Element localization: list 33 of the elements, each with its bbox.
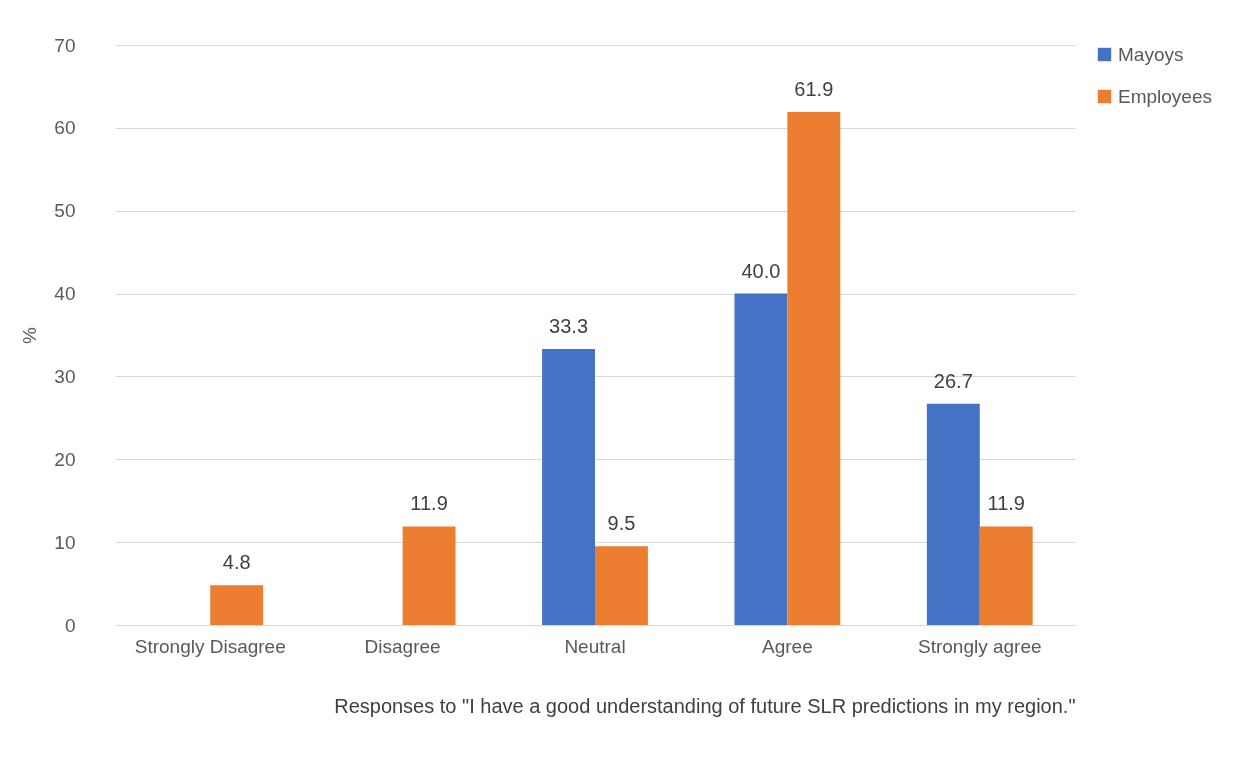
bar xyxy=(926,403,980,625)
bar xyxy=(542,349,595,625)
data-label: 9.5 xyxy=(607,512,636,535)
x-tick-label: Agree xyxy=(762,635,813,657)
bar xyxy=(402,526,456,625)
data-label: 61.9 xyxy=(794,78,834,101)
x-tick-label: Strongly agree xyxy=(917,635,1042,657)
bar xyxy=(734,293,788,625)
bar xyxy=(210,585,264,625)
y-axis-title: % xyxy=(19,326,41,344)
x-tick-label: Strongly Disagree xyxy=(134,635,286,657)
y-tick-label: 20 xyxy=(54,448,76,470)
data-label: 40.0 xyxy=(741,259,781,282)
data-label: 11.9 xyxy=(987,492,1025,515)
y-tick-label: 30 xyxy=(54,365,76,387)
y-tick-label: 10 xyxy=(54,531,76,553)
bar xyxy=(979,526,1033,625)
legend-label: Employees xyxy=(1118,85,1212,107)
bar xyxy=(595,546,648,625)
data-label: 11.9 xyxy=(410,492,448,515)
data-label: 26.7 xyxy=(933,369,973,392)
x-axis-title: Responses to "I have a good understanding of future SLR predictions in my region." xyxy=(334,694,1076,717)
y-tick-label: 50 xyxy=(54,200,76,222)
x-tick-label: Neutral xyxy=(564,635,626,657)
data-label: 33.3 xyxy=(549,315,589,338)
legend-label: Mayoys xyxy=(1118,43,1184,65)
bar xyxy=(787,112,841,625)
data-label: 4.8 xyxy=(222,551,251,574)
y-tick-label: 60 xyxy=(54,117,76,139)
x-tick-label: Disagree xyxy=(364,635,441,657)
y-tick-label: 0 xyxy=(64,614,76,636)
y-tick-label: 40 xyxy=(54,283,76,305)
y-tick-label: 70 xyxy=(54,34,76,56)
